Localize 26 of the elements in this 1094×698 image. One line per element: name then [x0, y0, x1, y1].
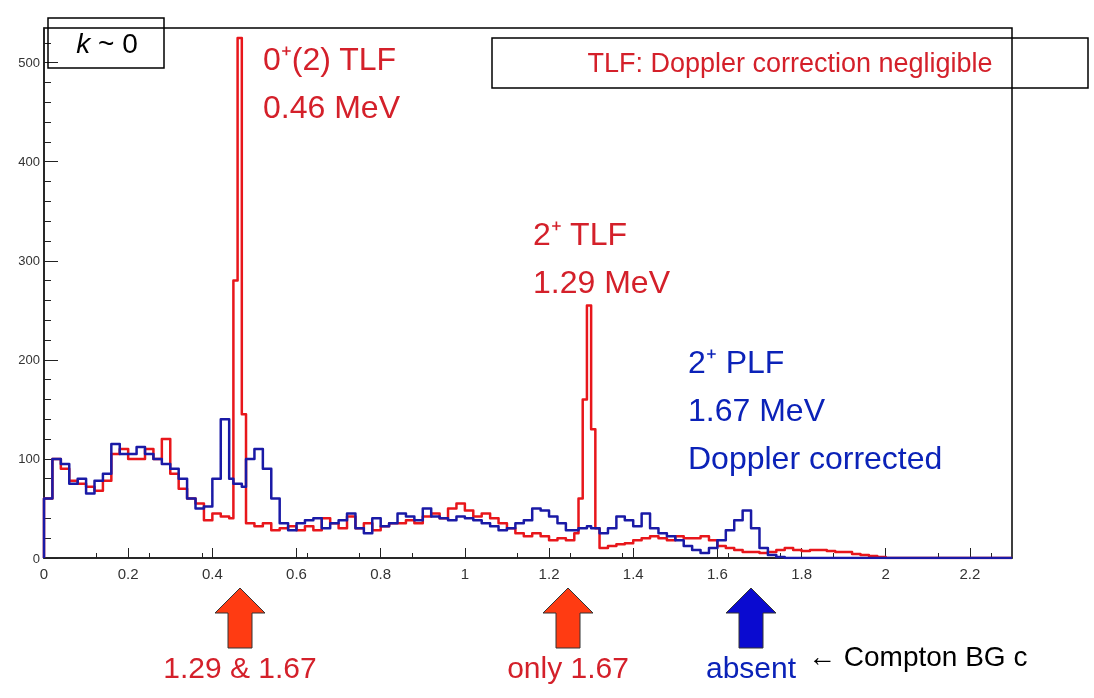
y-tick-label: 100 [18, 451, 40, 467]
x-tick-label: 2.2 [959, 565, 981, 582]
annotation: 2⁺ PLF 1.67 MeV Doppler corrected [688, 344, 943, 476]
text: 1.29 & 1.67 [163, 650, 317, 684]
y-tick-label: 0 [32, 550, 40, 566]
text: ← Compton BG c [808, 641, 1028, 673]
text: only 1.67 [507, 650, 629, 684]
x-tick-label: 0.8 [370, 565, 392, 582]
annotation: k ~ 0 [76, 27, 138, 59]
x-tick-label: 1 [460, 565, 470, 582]
annotation: 2⁺ TLF 1.29 MeV [533, 216, 671, 300]
x-tick-label: 0.2 [117, 565, 139, 582]
x-tick-label: 1.8 [791, 565, 812, 582]
annotation: 0⁺(2) TLF 0.46 MeV [263, 41, 401, 125]
y-tick-label: 200 [18, 352, 40, 368]
x-tick-label: 1.4 [622, 565, 644, 582]
annotation: TLF: Doppler correction negligible [587, 48, 993, 78]
x-tick-label: 2 [881, 565, 890, 582]
y-tick-label: 500 [18, 55, 40, 71]
text: absent [705, 650, 797, 684]
x-tick-label: 1.2 [538, 565, 560, 582]
x-tick-label: 0.6 [286, 565, 307, 582]
x-tick-label: 0.4 [201, 565, 223, 582]
x-tick-label: 1.6 [706, 565, 728, 582]
y-tick-label: 400 [18, 154, 40, 170]
y-tick-label: 300 [18, 253, 40, 269]
